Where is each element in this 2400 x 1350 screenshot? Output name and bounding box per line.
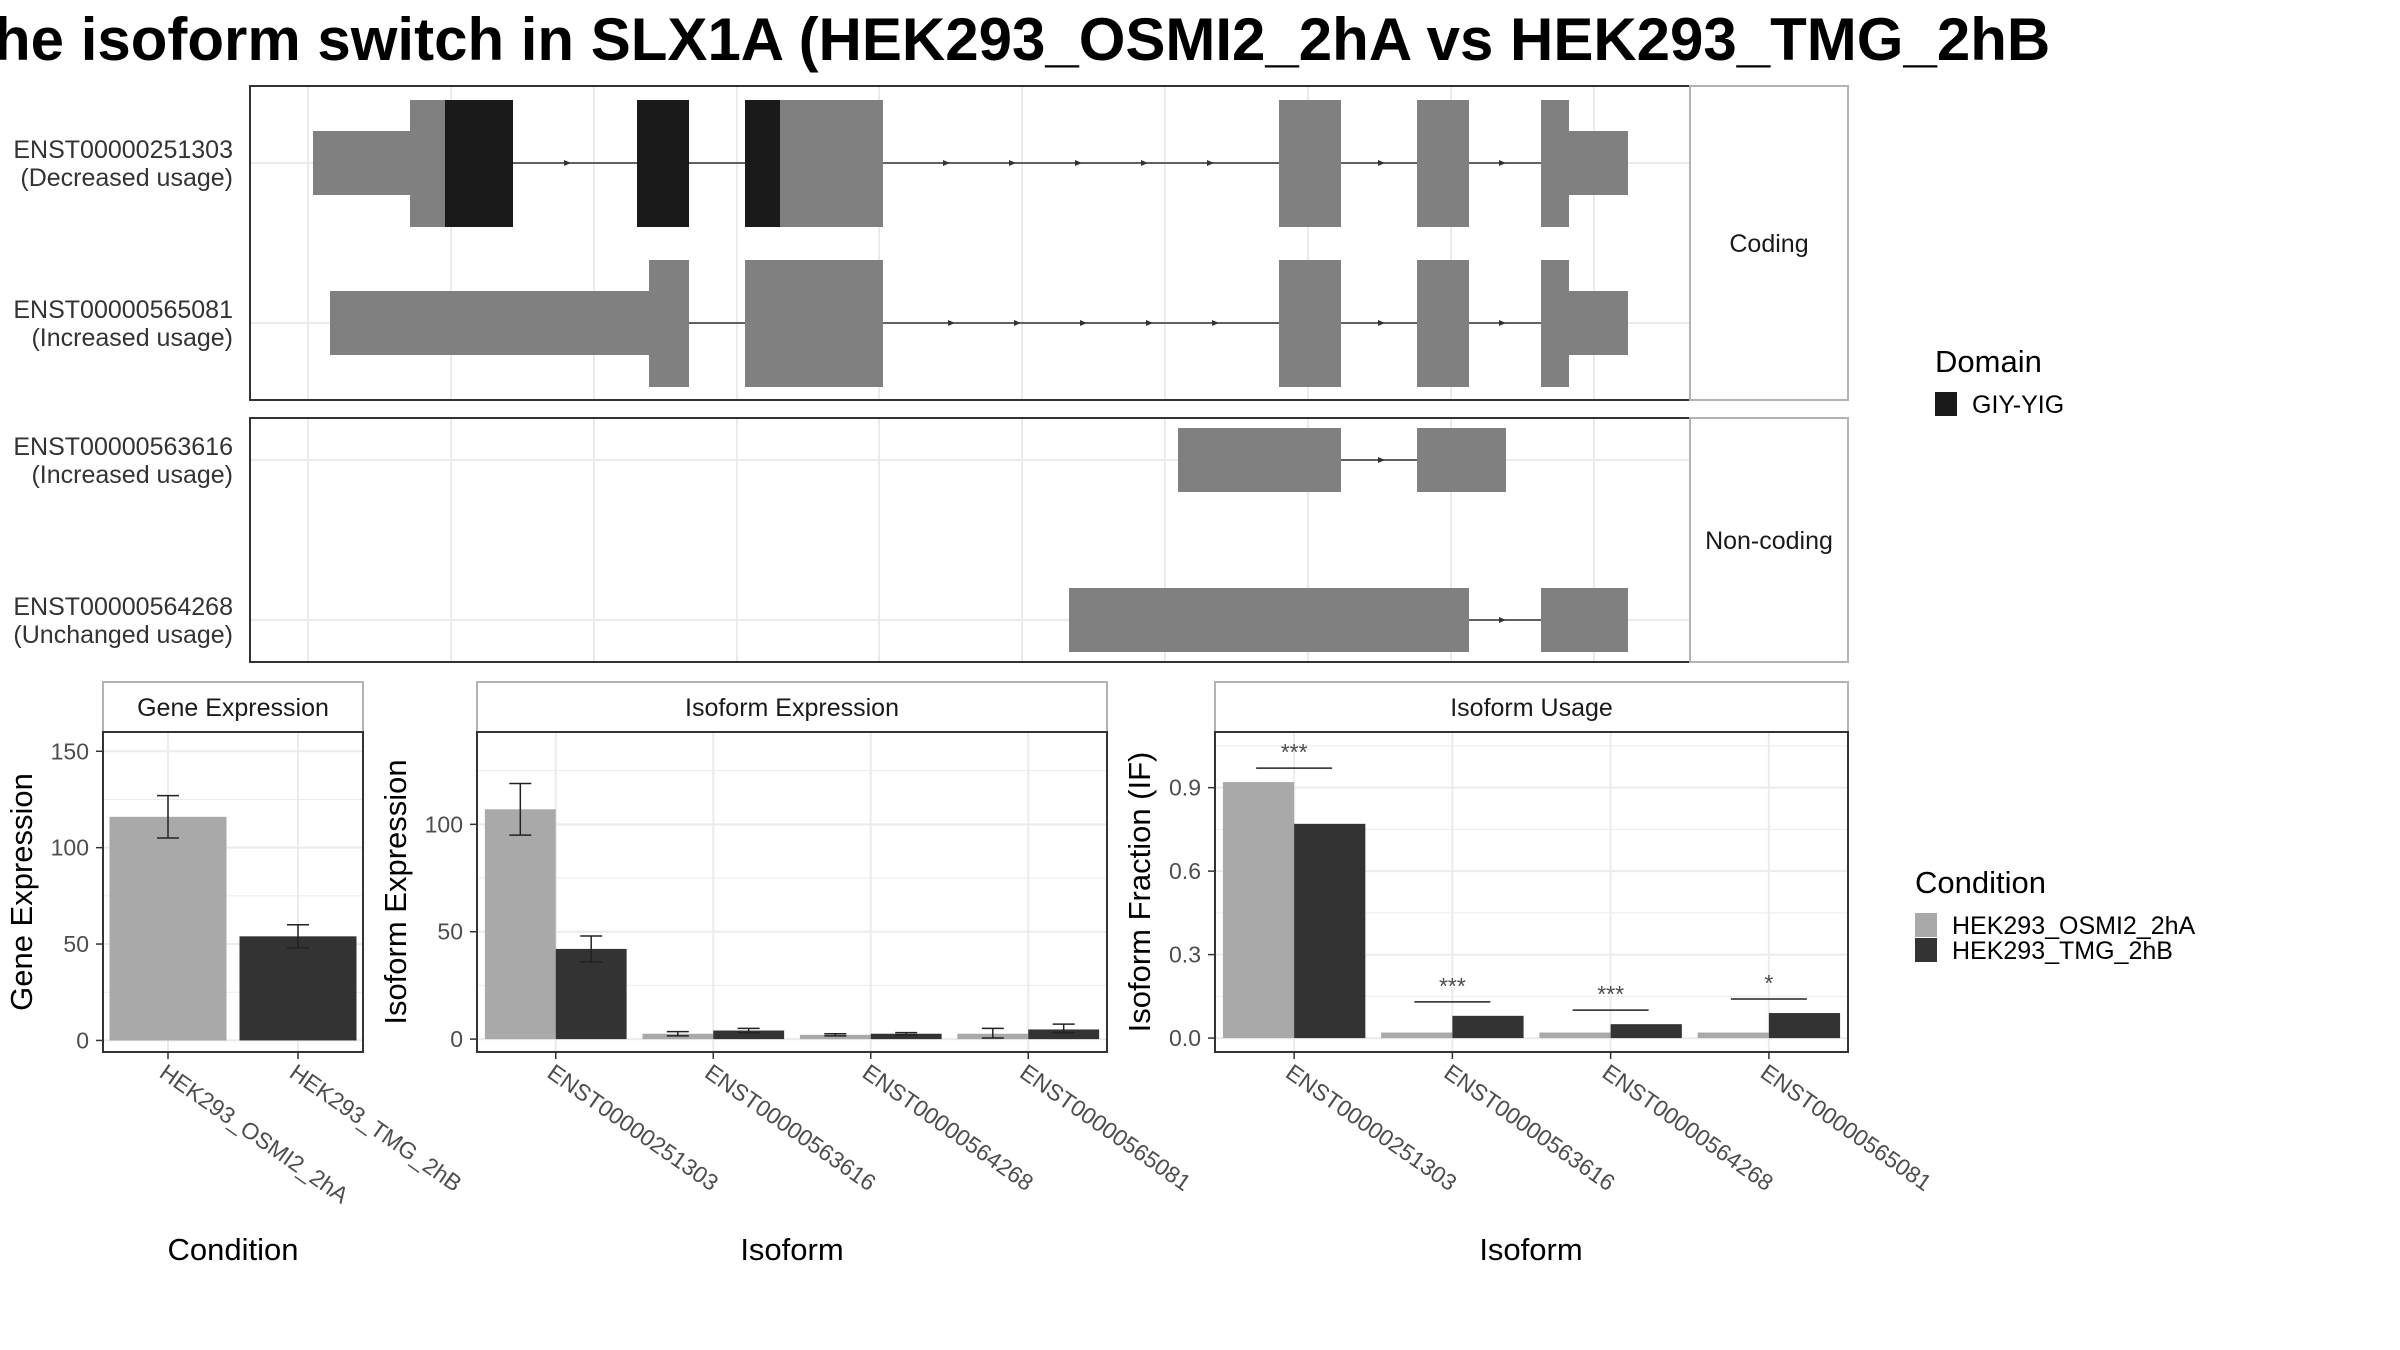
bar [1028,1029,1100,1040]
chart-title: Gene Expression [137,694,329,722]
x-tick-label: ENST00000251303 [1281,1059,1461,1196]
transcript-id: ENST00000251303 [13,136,233,164]
transcript-usage: (Decreased usage) [20,164,233,192]
condition-legend-swatch [1915,938,1937,962]
bar [1768,1013,1841,1039]
chart-2: Isoform Expression050100ENST00000251303E… [378,681,1196,1267]
y-axis-title: Gene Expression [4,773,39,1011]
bar [713,1030,785,1040]
condition-legend-swatch [1915,913,1937,937]
x-axis-title: Isoform [740,1232,843,1267]
x-tick-label: ENST00000564268 [858,1059,1038,1196]
bar [484,809,556,1040]
y-tick-label: 50 [437,919,463,945]
significance-label: *** [1597,981,1624,1007]
domain-legend-swatch [1935,392,1957,416]
facet-label-noncoding: Non-coding [1705,527,1833,555]
y-tick-label: 0 [76,1027,89,1053]
bar [1539,1032,1611,1039]
chart-strip [1214,681,1849,733]
bar [109,816,227,1041]
significance-label: * [1764,970,1773,996]
y-tick-label: 0.9 [1169,775,1201,801]
bar [870,1033,942,1040]
bar [555,948,627,1040]
x-tick-label: ENST00000565081 [1015,1059,1195,1196]
bar [1610,1024,1682,1039]
bar [239,936,357,1041]
x-axis-title: Condition [168,1232,299,1267]
y-tick-label: 0 [450,1026,463,1052]
domain-legend: Domain GIY-YIG [1935,344,2064,419]
transcript-id: ENST00000564268 [13,593,233,621]
transcript-structure-565081 [330,260,1628,387]
x-tick-label: ENST00000565081 [1756,1059,1936,1196]
figure-title: he isoform switch in SLX1A (HEK293_OSMI2… [0,6,2050,73]
significance-label: *** [1439,973,1466,999]
condition-legend: Condition HEK293_OSMI2_2hA HEK293_TMG_2h… [1915,865,2196,965]
domain-legend-label: GIY-YIG [1972,391,2064,419]
transcript-usage: (Unchanged usage) [13,621,233,649]
condition-legend-label: HEK293_TMG_2hB [1952,937,2173,965]
facet-label-coding: Coding [1729,230,1808,258]
x-tick-label: ENST00000563616 [700,1059,880,1196]
transcript-structure-251303 [313,100,1628,227]
y-axis-title: Isoform Fraction (IF) [1122,752,1157,1033]
y-axis-title: Isoform Expression [378,759,413,1024]
y-tick-label: 50 [63,931,89,957]
y-tick-label: 100 [51,835,89,861]
domain-block [637,100,689,227]
panel-border [476,731,1108,1053]
y-tick-label: 150 [51,738,89,764]
chart-strip [102,681,364,733]
domain-block [745,100,781,227]
x-axis-title: Isoform [1479,1232,1582,1267]
domain-block [445,100,513,227]
transcript-labels: ENST00000251303 (Decreased usage) ENST00… [13,136,233,649]
y-tick-label: 0.0 [1169,1025,1201,1051]
significance-label: *** [1281,739,1308,765]
transcript-usage: (Increased usage) [31,461,233,489]
condition-legend-title: Condition [1915,865,2046,900]
bar-charts: Gene Expression050100150HEK293_OSMI2_2hA… [4,681,1936,1267]
x-tick-label: ENST00000251303 [543,1059,723,1196]
transcript-usage: (Increased usage) [31,324,233,352]
transcript-id: ENST00000563616 [13,433,233,461]
panel-border [102,731,364,1053]
y-tick-label: 0.6 [1169,858,1201,884]
bar [1697,1032,1769,1039]
bar [1222,782,1295,1039]
condition-legend-label: HEK293_OSMI2_2hA [1952,912,2196,940]
chart-title: Isoform Usage [1450,694,1613,722]
chart-3: Isoform Usage****** *** *0.00.30.60.9ENST0… [1122,681,1936,1267]
panel-border [1214,731,1849,1053]
y-tick-label: 100 [425,811,463,837]
domain-legend-title: Domain [1935,344,2042,379]
transcript-id: ENST00000565081 [13,296,233,324]
bar [1294,823,1366,1039]
transcript-structure-564268 [1069,588,1628,652]
x-tick-label: ENST00000563616 [1440,1059,1620,1196]
bar [1452,1015,1524,1039]
bar [1381,1032,1453,1039]
x-tick-label: ENST00000564268 [1598,1059,1778,1196]
bar [799,1034,871,1040]
y-tick-label: 0.3 [1169,942,1201,968]
transcript-structure-563616 [1178,428,1506,492]
chart-title: Isoform Expression [685,694,899,722]
